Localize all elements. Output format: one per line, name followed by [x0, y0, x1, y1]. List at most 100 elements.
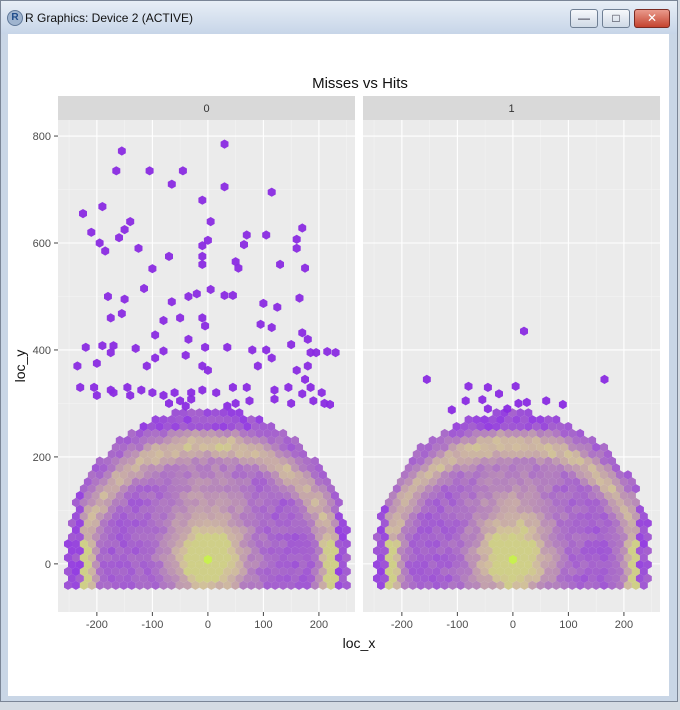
- hexbin-cell: [271, 553, 280, 563]
- hexbin-cell: [496, 456, 505, 466]
- hexbin-outlier: [134, 243, 143, 253]
- hexbin-cell: [452, 422, 461, 432]
- hexbin-cell: [330, 504, 339, 514]
- hexbin-cell: [468, 422, 477, 432]
- hexbin-cell: [227, 449, 236, 459]
- hexbin-cell: [544, 553, 553, 563]
- hexbin-cell: [187, 422, 196, 432]
- hexbin-cell: [576, 428, 585, 439]
- hexbin-cell: [524, 504, 533, 514]
- hexbin-cell: [64, 539, 72, 549]
- hexbin-cell: [600, 511, 608, 521]
- hexbin-cell: [147, 477, 156, 487]
- hexbin-cell: [420, 518, 429, 528]
- hexbin-cell: [235, 504, 244, 514]
- hexbin-cell: [131, 491, 140, 501]
- hexbin-cell: [239, 456, 248, 466]
- hexbin-outlier: [520, 326, 528, 336]
- hexbin-outlier: [176, 396, 185, 406]
- hexbin-cell: [604, 491, 612, 501]
- hexbin-cell: [504, 484, 513, 494]
- hexbin-cell: [560, 580, 569, 590]
- hexbin-cell: [412, 518, 421, 528]
- hexbin-cell: [223, 566, 232, 577]
- hexbin-cell: [627, 518, 636, 528]
- hexbin-cell: [552, 415, 561, 425]
- hexbin-cell: [175, 566, 184, 577]
- hexbin-cell: [195, 435, 204, 445]
- hexbin-outlier: [287, 398, 296, 408]
- hexbin-cell: [211, 573, 220, 583]
- hexbin-cell: [311, 456, 319, 466]
- hexbin-cell: [608, 511, 616, 521]
- hexbin-cell: [508, 546, 517, 556]
- hexbin-cell: [588, 491, 597, 501]
- hexbin-cell: [259, 532, 268, 542]
- hexbin-layer: [373, 326, 652, 590]
- hexbin-cell: [287, 580, 295, 590]
- hexbin-cell: [488, 525, 497, 535]
- hexbin-cell: [416, 442, 425, 452]
- hexbin-cell: [620, 573, 628, 583]
- maximize-button[interactable]: □: [602, 9, 630, 28]
- hexbin-cell: [623, 539, 632, 549]
- hexbin-cell: [592, 566, 600, 577]
- hexbin-cell: [440, 442, 449, 452]
- hexbin-cell: [616, 470, 624, 480]
- hexbin-cell: [326, 566, 335, 577]
- hexbin-cell: [512, 566, 521, 577]
- hexbin-cell: [326, 580, 335, 590]
- hexbin-cell: [440, 511, 449, 521]
- hexbin-cell: [584, 456, 593, 466]
- hexbin-cell: [334, 553, 343, 563]
- hexbin-cell: [199, 442, 208, 452]
- hexbin-outlier: [422, 374, 431, 384]
- hexbin-cell: [68, 560, 76, 570]
- hexbin-outlier: [187, 394, 196, 404]
- hexbin-outlier: [198, 259, 207, 269]
- hexbin-cell: [448, 580, 457, 590]
- hexbin-cell: [203, 518, 212, 528]
- hexbin-cell: [259, 449, 268, 459]
- hexbin-cell: [131, 504, 140, 514]
- minimize-button[interactable]: —: [570, 9, 598, 28]
- hexbin-cell: [151, 525, 160, 535]
- hexbin-cell: [119, 511, 128, 521]
- hexbin-cell: [392, 511, 401, 521]
- hexbin-cell: [79, 511, 88, 521]
- hexbin-cell: [255, 428, 264, 439]
- hexbin-cell: [424, 470, 433, 480]
- hexbin-cell: [83, 477, 92, 487]
- hexbin-cell: [468, 518, 477, 528]
- hexbin-cell: [215, 580, 224, 590]
- title-bar[interactable]: R R Graphics: Device 2 (ACTIVE) — □ ✕: [1, 1, 677, 34]
- hexbin-cell: [175, 525, 184, 535]
- hexbin-cell: [183, 484, 192, 494]
- hexbin-cell: [472, 580, 481, 590]
- hexbin-cell: [255, 525, 264, 535]
- hexbin-cell: [456, 484, 465, 494]
- chart-title: Misses vs Hits: [312, 75, 408, 92]
- hexbin-cell: [227, 573, 236, 583]
- hexbin-cell: [159, 553, 168, 563]
- hexbin-cell: [643, 532, 652, 542]
- hexbin-cell: [231, 484, 240, 494]
- hexbin-cell: [373, 573, 381, 583]
- close-button[interactable]: ✕: [634, 9, 670, 28]
- hexbin-cell: [532, 573, 541, 583]
- hexbin-cell: [175, 415, 184, 425]
- hexbin-outlier: [187, 388, 196, 398]
- hexbin-cell: [195, 408, 204, 418]
- hexbin-cell: [275, 546, 284, 556]
- hexbin-cell: [620, 504, 628, 514]
- hexbin-cell: [215, 456, 224, 466]
- hexbin-cell: [91, 518, 100, 528]
- hexbin-outlier: [137, 385, 146, 395]
- hexbin-cell: [131, 532, 140, 542]
- hexbin-cell: [508, 463, 517, 473]
- hexbin-cell: [167, 525, 176, 535]
- hexbin-cell: [608, 456, 616, 466]
- hexbin-cell: [263, 525, 272, 535]
- hexbin-cell: [480, 415, 489, 425]
- hexbin-cell: [207, 470, 216, 480]
